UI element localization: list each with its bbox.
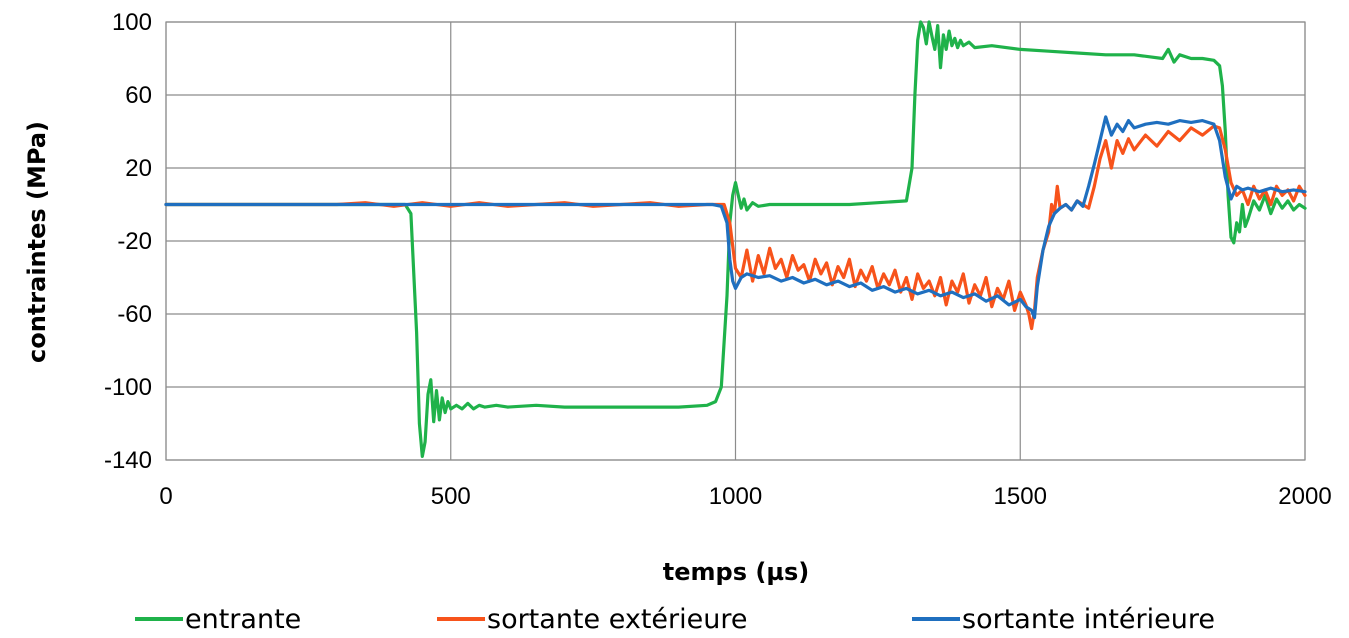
y-tick-label: 20	[125, 155, 152, 182]
legend-label: sortante intérieure	[962, 604, 1215, 635]
legend: entrante sortante extérieure sortante inté…	[135, 604, 1215, 635]
plot-frame	[165, 21, 1306, 461]
gridlines	[165, 21, 1306, 461]
y-tick-label: -140	[104, 447, 152, 474]
x-tick-label: 1500	[994, 483, 1047, 510]
y-axis-title: contraintes (MPa)	[23, 121, 51, 363]
legend-item-3: sortante intérieure	[912, 604, 1215, 635]
x-axis-ticks: 0 500 1000 1500 2000	[159, 483, 1331, 510]
x-tick-label: 2000	[1278, 483, 1331, 510]
y-axis-ticks: -140 -100 -60 -20 20 60 100	[104, 9, 152, 474]
x-tick-label: 0	[159, 483, 172, 510]
x-tick-label: 1000	[709, 483, 762, 510]
y-tick-label: -60	[117, 301, 152, 328]
series-group	[164, 20, 1307, 458]
y-tick-label: -100	[104, 374, 152, 401]
series-line-2	[164, 124, 1307, 331]
x-tick-label: 500	[431, 483, 471, 510]
y-tick-label: 100	[112, 9, 152, 36]
series-line-1	[164, 20, 1307, 458]
y-tick-label: 60	[125, 82, 152, 109]
legend-item-1: entrante	[135, 604, 301, 635]
legend-item-2: sortante extérieure	[437, 604, 747, 635]
y-tick-label: -20	[117, 228, 152, 255]
legend-label: entrante	[185, 604, 301, 635]
legend-label: sortante extérieure	[487, 604, 747, 635]
plot-border	[165, 21, 1306, 461]
x-axis-title: temps (µs)	[663, 558, 809, 586]
series-line-3	[164, 115, 1307, 320]
